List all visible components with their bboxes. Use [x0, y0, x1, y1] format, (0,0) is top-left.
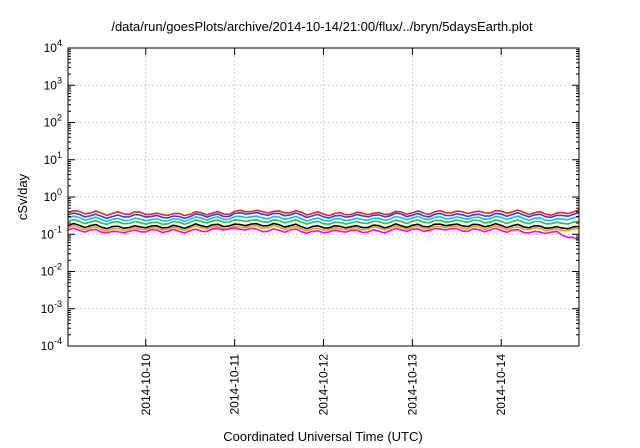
y-tick-label: 103: [44, 75, 62, 92]
series-line: [67, 211, 580, 220]
series-line: [67, 209, 580, 217]
series-layer: [67, 209, 580, 241]
x-tick-label: 2014-10-13: [405, 354, 419, 416]
y-tick-label: 104: [44, 38, 62, 55]
series-line: [67, 224, 580, 232]
y-tick-label: 101: [44, 150, 62, 167]
y-tick-label: 10-4: [41, 336, 62, 353]
y-tick-label: 102: [44, 113, 62, 130]
y-tick-label: 10-2: [41, 262, 62, 279]
grid-layer: [68, 48, 579, 346]
series-line: [67, 218, 580, 226]
chart-title: /data/run/goesPlots/archive/2014-10-14/2…: [111, 19, 533, 34]
x-tick-label: 2014-10-10: [139, 354, 153, 416]
x-axis-label: Coordinated Universal Time (UTC): [223, 429, 422, 444]
series-line: [67, 227, 580, 241]
label-layer: 10-4 10-3 10-2 10-1 100 101 102 103 104 2014-10-1…: [41, 38, 509, 415]
x-tick-label: 2014-10-12: [317, 354, 331, 416]
tick-layer: [68, 47, 579, 347]
series-line: [67, 215, 580, 223]
series-line: [67, 222, 580, 230]
x-tick-label: 2014-10-11: [228, 354, 242, 415]
y-tick-label: 10-1: [41, 224, 62, 241]
x-tick-label: 2014-10-14: [494, 354, 508, 416]
y-axis-label: cSv/day: [15, 173, 30, 220]
y-tick-label: 10-3: [41, 299, 62, 316]
y-tick-label: 100: [44, 187, 62, 204]
